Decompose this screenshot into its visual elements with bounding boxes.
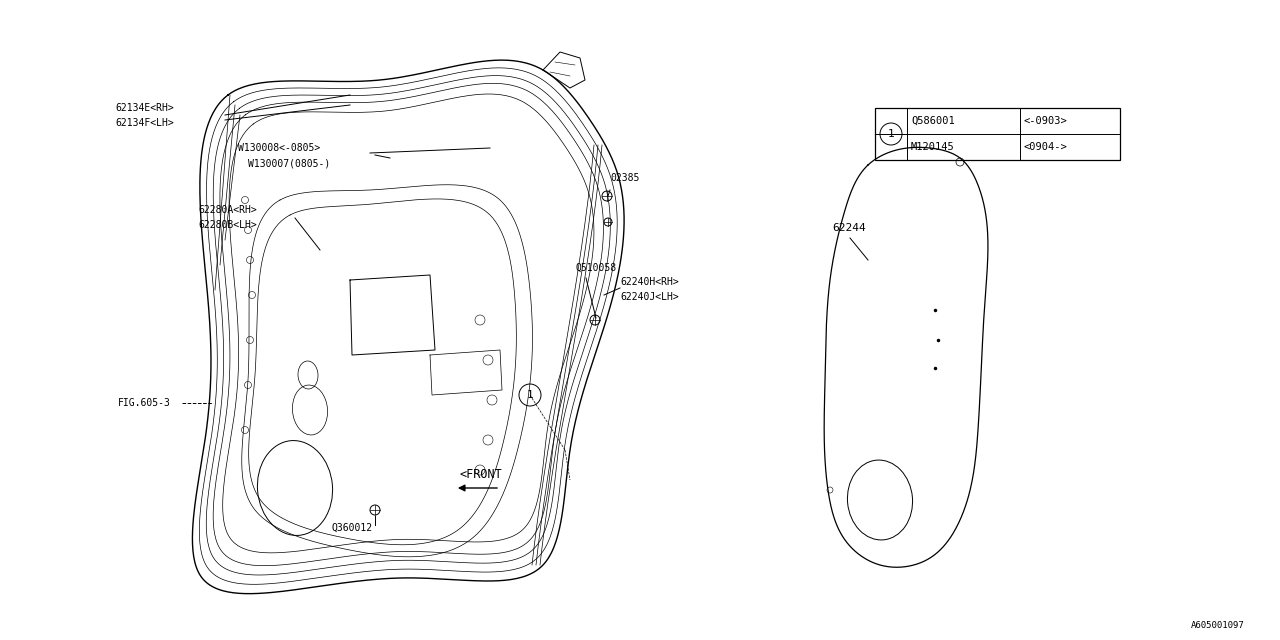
Text: Q586001: Q586001: [911, 116, 955, 126]
Text: 1: 1: [526, 390, 534, 400]
Text: 62280B<LH>: 62280B<LH>: [198, 220, 257, 230]
Text: W130008<-0805>: W130008<-0805>: [238, 143, 320, 153]
Text: <0904->: <0904->: [1023, 142, 1066, 152]
Text: Q360012: Q360012: [332, 523, 372, 533]
Text: <FRONT: <FRONT: [460, 468, 503, 481]
Text: 62134F<LH>: 62134F<LH>: [115, 118, 174, 128]
Bar: [876, 108, 1120, 160]
Text: <-0903>: <-0903>: [1023, 116, 1066, 126]
Text: A605001097: A605001097: [1192, 621, 1245, 630]
Text: M120145: M120145: [911, 142, 955, 152]
Text: W130007(0805-): W130007(0805-): [248, 158, 330, 168]
Text: 62134E<RH>: 62134E<RH>: [115, 103, 174, 113]
Text: 02385: 02385: [611, 173, 640, 183]
Text: 62244: 62244: [832, 223, 865, 233]
Text: 62240J<LH>: 62240J<LH>: [620, 292, 678, 302]
Text: FIG.605-3: FIG.605-3: [118, 398, 170, 408]
Text: 62240H<RH>: 62240H<RH>: [620, 277, 678, 287]
Text: 1: 1: [887, 129, 895, 139]
Text: 62280A<RH>: 62280A<RH>: [198, 205, 257, 215]
Text: Q510058: Q510058: [575, 263, 616, 273]
